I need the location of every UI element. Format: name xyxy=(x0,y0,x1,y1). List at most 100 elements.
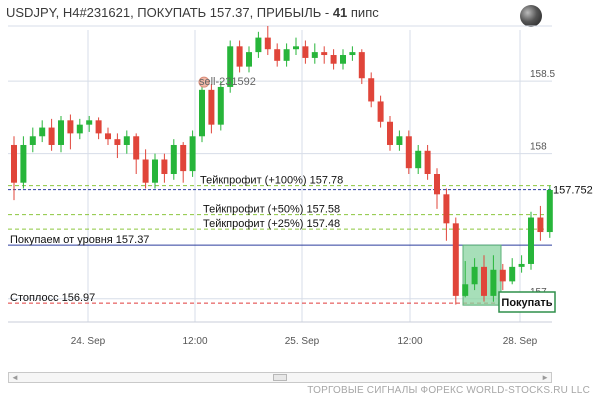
scroll-right-arrow-icon[interactable]: ► xyxy=(541,373,549,382)
candle-body xyxy=(349,52,356,56)
candle xyxy=(264,26,271,56)
candle xyxy=(133,133,140,174)
candle-body xyxy=(246,52,252,67)
candle xyxy=(142,149,149,189)
candle xyxy=(537,205,544,241)
candle-body xyxy=(133,136,140,160)
candle xyxy=(293,37,299,56)
candle-body xyxy=(452,223,459,296)
candle xyxy=(86,115,93,132)
candle xyxy=(11,136,17,201)
chart-title: USDJPY, H4#231621, ПОКУПАТЬ 157.37, ПРИБ… xyxy=(6,5,379,20)
candle xyxy=(189,130,196,177)
x-tick-label: 12:00 xyxy=(182,336,207,347)
candle-body xyxy=(152,159,158,183)
candle xyxy=(499,263,506,291)
candle xyxy=(161,153,168,183)
horizontal-scrollbar[interactable]: ◄ ► xyxy=(8,372,552,383)
candle xyxy=(340,49,346,70)
candle xyxy=(509,258,516,285)
candle xyxy=(20,136,27,189)
candle xyxy=(424,144,431,180)
candle-body xyxy=(434,174,440,195)
candle-body xyxy=(377,101,384,122)
candle xyxy=(358,49,365,85)
candle-body xyxy=(490,269,497,296)
candle-body xyxy=(462,284,469,296)
profit-unit: пипс xyxy=(347,5,379,20)
candle-body xyxy=(95,120,102,134)
candle xyxy=(76,118,83,140)
candle xyxy=(452,217,459,305)
candle-body xyxy=(48,127,55,145)
candle-body xyxy=(67,120,74,134)
candle-body xyxy=(546,189,553,233)
candle-body xyxy=(189,136,196,172)
candle-body xyxy=(11,144,17,183)
scroll-left-arrow-icon[interactable]: ◄ xyxy=(11,373,19,382)
candle xyxy=(471,258,478,291)
level-label-tp: Тейкпрофит (+50%) 157.58 xyxy=(203,204,340,216)
candle-body xyxy=(283,49,290,61)
level-label-sl: Стоплосс 156.97 xyxy=(10,292,95,304)
candle xyxy=(443,188,450,241)
candle-body xyxy=(114,139,121,145)
candle xyxy=(490,255,497,302)
candles xyxy=(11,26,553,305)
candle xyxy=(255,31,262,58)
x-tick-label: 24. Sep xyxy=(71,336,106,347)
buy-badge-label: Покупать xyxy=(501,297,552,309)
candle-body xyxy=(199,89,205,137)
candle xyxy=(377,95,384,128)
candle-body xyxy=(142,159,149,183)
candle-body xyxy=(405,136,412,169)
candle xyxy=(518,255,525,273)
candle xyxy=(208,84,215,134)
candle-body xyxy=(471,266,478,285)
candle-body xyxy=(264,37,271,50)
candle xyxy=(462,261,469,298)
candle xyxy=(227,40,234,93)
candle-body xyxy=(330,55,337,64)
candle xyxy=(152,153,158,189)
level-label-tp: Тейкпрофит (+100%) 157.78 xyxy=(200,175,343,187)
y-tick-label: 158 xyxy=(530,142,547,153)
candle-body xyxy=(302,46,309,58)
footer-credit: ТОРГОВЫЕ СИГНАЛЫ ФОРЕКС WORLD-STOCKS.RU … xyxy=(307,385,590,396)
scroll-thumb[interactable] xyxy=(273,374,287,381)
candle xyxy=(246,46,252,73)
candle-body xyxy=(528,217,534,264)
candle xyxy=(274,43,281,67)
candle xyxy=(180,142,187,183)
candle-body xyxy=(274,49,281,61)
candle-body xyxy=(311,52,318,58)
profit-value: 41 xyxy=(332,5,348,20)
candle xyxy=(311,43,318,64)
candle-body xyxy=(537,217,544,233)
candle-body xyxy=(29,136,36,145)
candle-body xyxy=(415,150,422,169)
candle xyxy=(546,185,553,238)
candle xyxy=(321,46,328,64)
x-tick-label: 25. Sep xyxy=(285,336,320,347)
candle-body xyxy=(396,136,403,145)
candle xyxy=(58,115,64,153)
candle xyxy=(528,211,534,270)
candle-body xyxy=(368,78,375,102)
candle-body xyxy=(387,121,393,145)
candle-body xyxy=(443,194,450,224)
candle-body xyxy=(321,52,328,56)
candle xyxy=(199,84,205,143)
candle xyxy=(48,118,55,151)
candle-body xyxy=(86,120,93,125)
globe-icon[interactable] xyxy=(520,5,542,27)
candle-body xyxy=(499,269,506,282)
candle xyxy=(170,139,177,180)
candle xyxy=(39,120,46,143)
candle-body xyxy=(424,150,431,174)
candle-body xyxy=(293,46,299,50)
candle-body xyxy=(39,127,46,137)
candle xyxy=(67,114,74,150)
sell-label: sell-231592 xyxy=(199,76,256,88)
